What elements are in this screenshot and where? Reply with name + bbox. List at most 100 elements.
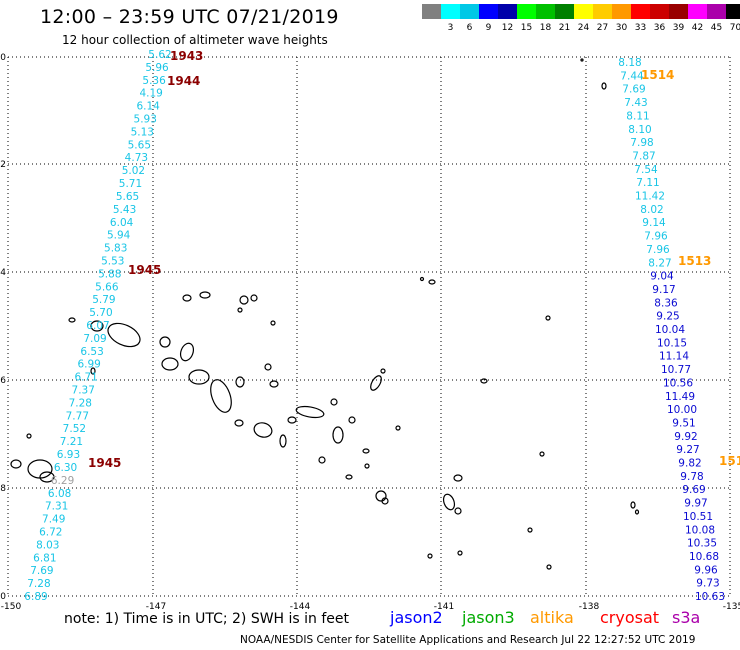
wave-height-value: 5.66	[95, 281, 119, 293]
wave-height-value: 5.83	[104, 243, 127, 255]
wave-height-value: 8.18	[618, 57, 641, 69]
wave-height-value: 10.08	[685, 524, 715, 536]
wave-height-value: 10.15	[657, 337, 687, 349]
lat-label: -10	[0, 53, 6, 63]
wave-height-value: 8.10	[628, 124, 651, 136]
wave-height-value: 6.07	[86, 320, 109, 332]
altimeter-tracks: 5.625.965.364.196.145.935.135.654.735.02…	[24, 49, 725, 603]
scale-label: 12	[501, 23, 514, 33]
wave-height-value: 5.93	[134, 114, 157, 126]
lat-label: -12	[0, 160, 6, 170]
wave-height-value: 9.51	[672, 417, 695, 429]
lon-label: -141	[434, 602, 454, 612]
wave-height-value: 6.72	[39, 526, 62, 538]
wave-height-value: 7.77	[66, 410, 89, 422]
scale-swatch	[688, 4, 708, 19]
lon-label: -150	[1, 602, 22, 612]
scale-swatch	[612, 4, 632, 19]
wave-height-value: 5.13	[131, 126, 154, 138]
lat-label: -16	[0, 376, 6, 386]
wave-height-value: 6.89	[24, 591, 47, 603]
wave-height-value: 6.29	[51, 475, 74, 487]
scale-label: 21	[558, 23, 571, 33]
wave-height-value: 10.68	[689, 551, 719, 563]
time-label: 1514	[641, 68, 674, 82]
scale-swatch	[669, 4, 689, 19]
wave-height-value: 7.69	[622, 84, 645, 96]
wave-height-value: 5.62	[148, 49, 171, 61]
time-label: 1945	[88, 456, 121, 470]
wave-height-value: 9.78	[680, 471, 703, 483]
wave-height-value: 10.63	[695, 591, 725, 603]
axis-labels: -10 -12 -14 -16 -18 -20-150 -147 -144 -141 -138 -1…	[0, 53, 740, 612]
wave-height-value: 7.69	[30, 565, 53, 577]
map-subtitle: 12 hour collection of altimeter wave hei…	[62, 33, 328, 47]
wave-height-value: 6.14	[136, 101, 160, 113]
wave-height-value: 9.82	[678, 458, 701, 470]
time-label: 1944	[167, 74, 200, 88]
scale-label: 42	[691, 23, 704, 33]
scale-label: 9	[485, 23, 492, 33]
wave-height-value: 7.87	[632, 150, 655, 162]
wave-height-value: 10.04	[655, 324, 685, 336]
wave-height-value: 5.79	[92, 294, 115, 306]
wave-height-value: 10.51	[683, 511, 713, 523]
wave-height-value: 9.97	[684, 498, 707, 510]
wave-height-value: 7.43	[624, 97, 647, 109]
wave-height-value: 6.08	[48, 488, 71, 500]
satellite-legend-s3a: s3a	[672, 608, 701, 627]
wave-height-value: 7.11	[636, 177, 659, 189]
wave-height-value: 6.99	[77, 359, 100, 371]
scale-label: 30	[615, 23, 628, 33]
scale-swatch	[460, 4, 480, 19]
wave-height-value: 5.53	[101, 255, 124, 267]
wave-height-value: 5.94	[107, 230, 131, 242]
wave-height-value: 7.31	[45, 501, 68, 513]
scale-swatch	[536, 4, 556, 19]
wave-height-value: 7.54	[634, 164, 658, 176]
wave-height-value: 7.44	[620, 70, 644, 82]
lon-label: -147	[146, 602, 166, 612]
scale-label: 27	[596, 23, 609, 33]
scale-swatch	[422, 4, 442, 19]
wave-height-value: 9.69	[682, 484, 705, 496]
wave-height-value: 9.96	[694, 564, 718, 576]
wave-height-value: 10.77	[661, 364, 691, 376]
time-label: 151	[719, 454, 740, 468]
wave-height-value: 6.71	[74, 372, 97, 384]
wave-height-value: 7.37	[72, 385, 95, 397]
wave-height-value: 5.70	[89, 307, 112, 319]
scale-swatch	[631, 4, 651, 19]
time-label: 1943	[170, 49, 203, 63]
footer-credit: NOAA/NESDIS Center for Satellite Applica…	[240, 634, 696, 646]
wave-height-value: 7.52	[63, 423, 86, 435]
map-grid	[7, 56, 731, 597]
wave-height-value: 5.71	[119, 178, 142, 190]
wave-height-value: 5.02	[122, 165, 145, 177]
wave-height-value: 7.28	[69, 397, 92, 409]
map-title: 12:00 – 23:59 UTC 07/21/2019	[40, 6, 339, 28]
wave-height-value: 7.98	[630, 137, 653, 149]
satellite-legend-jason2: jason2	[390, 608, 443, 627]
satellite-legend-altika: altika	[530, 608, 574, 627]
scale-swatch	[517, 4, 537, 19]
wave-height-value: 8.27	[648, 257, 671, 269]
wave-height-value: 9.17	[652, 284, 675, 296]
wave-height-value: 5.96	[145, 62, 169, 74]
wave-height-value: 9.25	[656, 311, 679, 323]
scale-label: 3	[447, 23, 454, 33]
wave-height-value: 8.03	[36, 539, 59, 551]
wave-height-value: 7.21	[60, 436, 83, 448]
wave-height-value: 6.04	[110, 217, 134, 229]
lon-label: -138	[579, 602, 600, 612]
lat-label: -14	[0, 268, 6, 278]
wave-height-value: 6.93	[57, 449, 80, 461]
lat-label: -20	[0, 592, 6, 602]
scale-swatch	[479, 4, 499, 19]
wave-height-value: 5.43	[113, 204, 136, 216]
wave-height-value: 4.19	[139, 88, 162, 100]
scale-label: 45	[710, 23, 723, 33]
wave-height-value: 7.96	[644, 231, 668, 243]
wave-height-value: 10.35	[687, 538, 717, 550]
lon-label: -135	[723, 602, 740, 612]
